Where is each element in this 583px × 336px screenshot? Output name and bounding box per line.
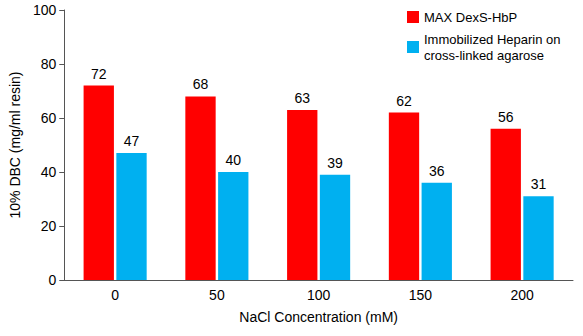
svg-text:40: 40	[225, 152, 241, 168]
svg-text:80: 80	[41, 56, 57, 72]
svg-text:72: 72	[91, 66, 107, 82]
svg-text:NaCl Concentration (mM): NaCl Concentration (mM)	[239, 309, 398, 325]
svg-text:150: 150	[409, 287, 433, 303]
svg-text:100: 100	[307, 287, 331, 303]
svg-text:40: 40	[41, 164, 57, 180]
svg-text:10% DBC (mg/ml resin): 10% DBC (mg/ml resin)	[7, 71, 23, 218]
svg-text:100: 100	[33, 2, 57, 18]
svg-text:31: 31	[531, 176, 547, 192]
svg-text:63: 63	[294, 90, 310, 106]
svg-text:60: 60	[41, 110, 57, 126]
svg-text:62: 62	[396, 93, 412, 109]
svg-text:68: 68	[193, 76, 209, 92]
svg-text:36: 36	[429, 163, 445, 179]
svg-text:20: 20	[41, 218, 57, 234]
svg-text:39: 39	[327, 155, 343, 171]
svg-text:Immobilized Heparin on: Immobilized Heparin on	[424, 32, 564, 47]
svg-text:cross-linked agarose: cross-linked agarose	[424, 48, 544, 63]
svg-text:56: 56	[498, 109, 514, 125]
svg-text:0: 0	[111, 287, 119, 303]
svg-text:MAX DexS-HbP: MAX DexS-HbP	[424, 10, 517, 25]
svg-text:0: 0	[48, 272, 56, 288]
svg-text:50: 50	[209, 287, 225, 303]
svg-text:47: 47	[124, 133, 140, 149]
svg-text:200: 200	[510, 287, 534, 303]
